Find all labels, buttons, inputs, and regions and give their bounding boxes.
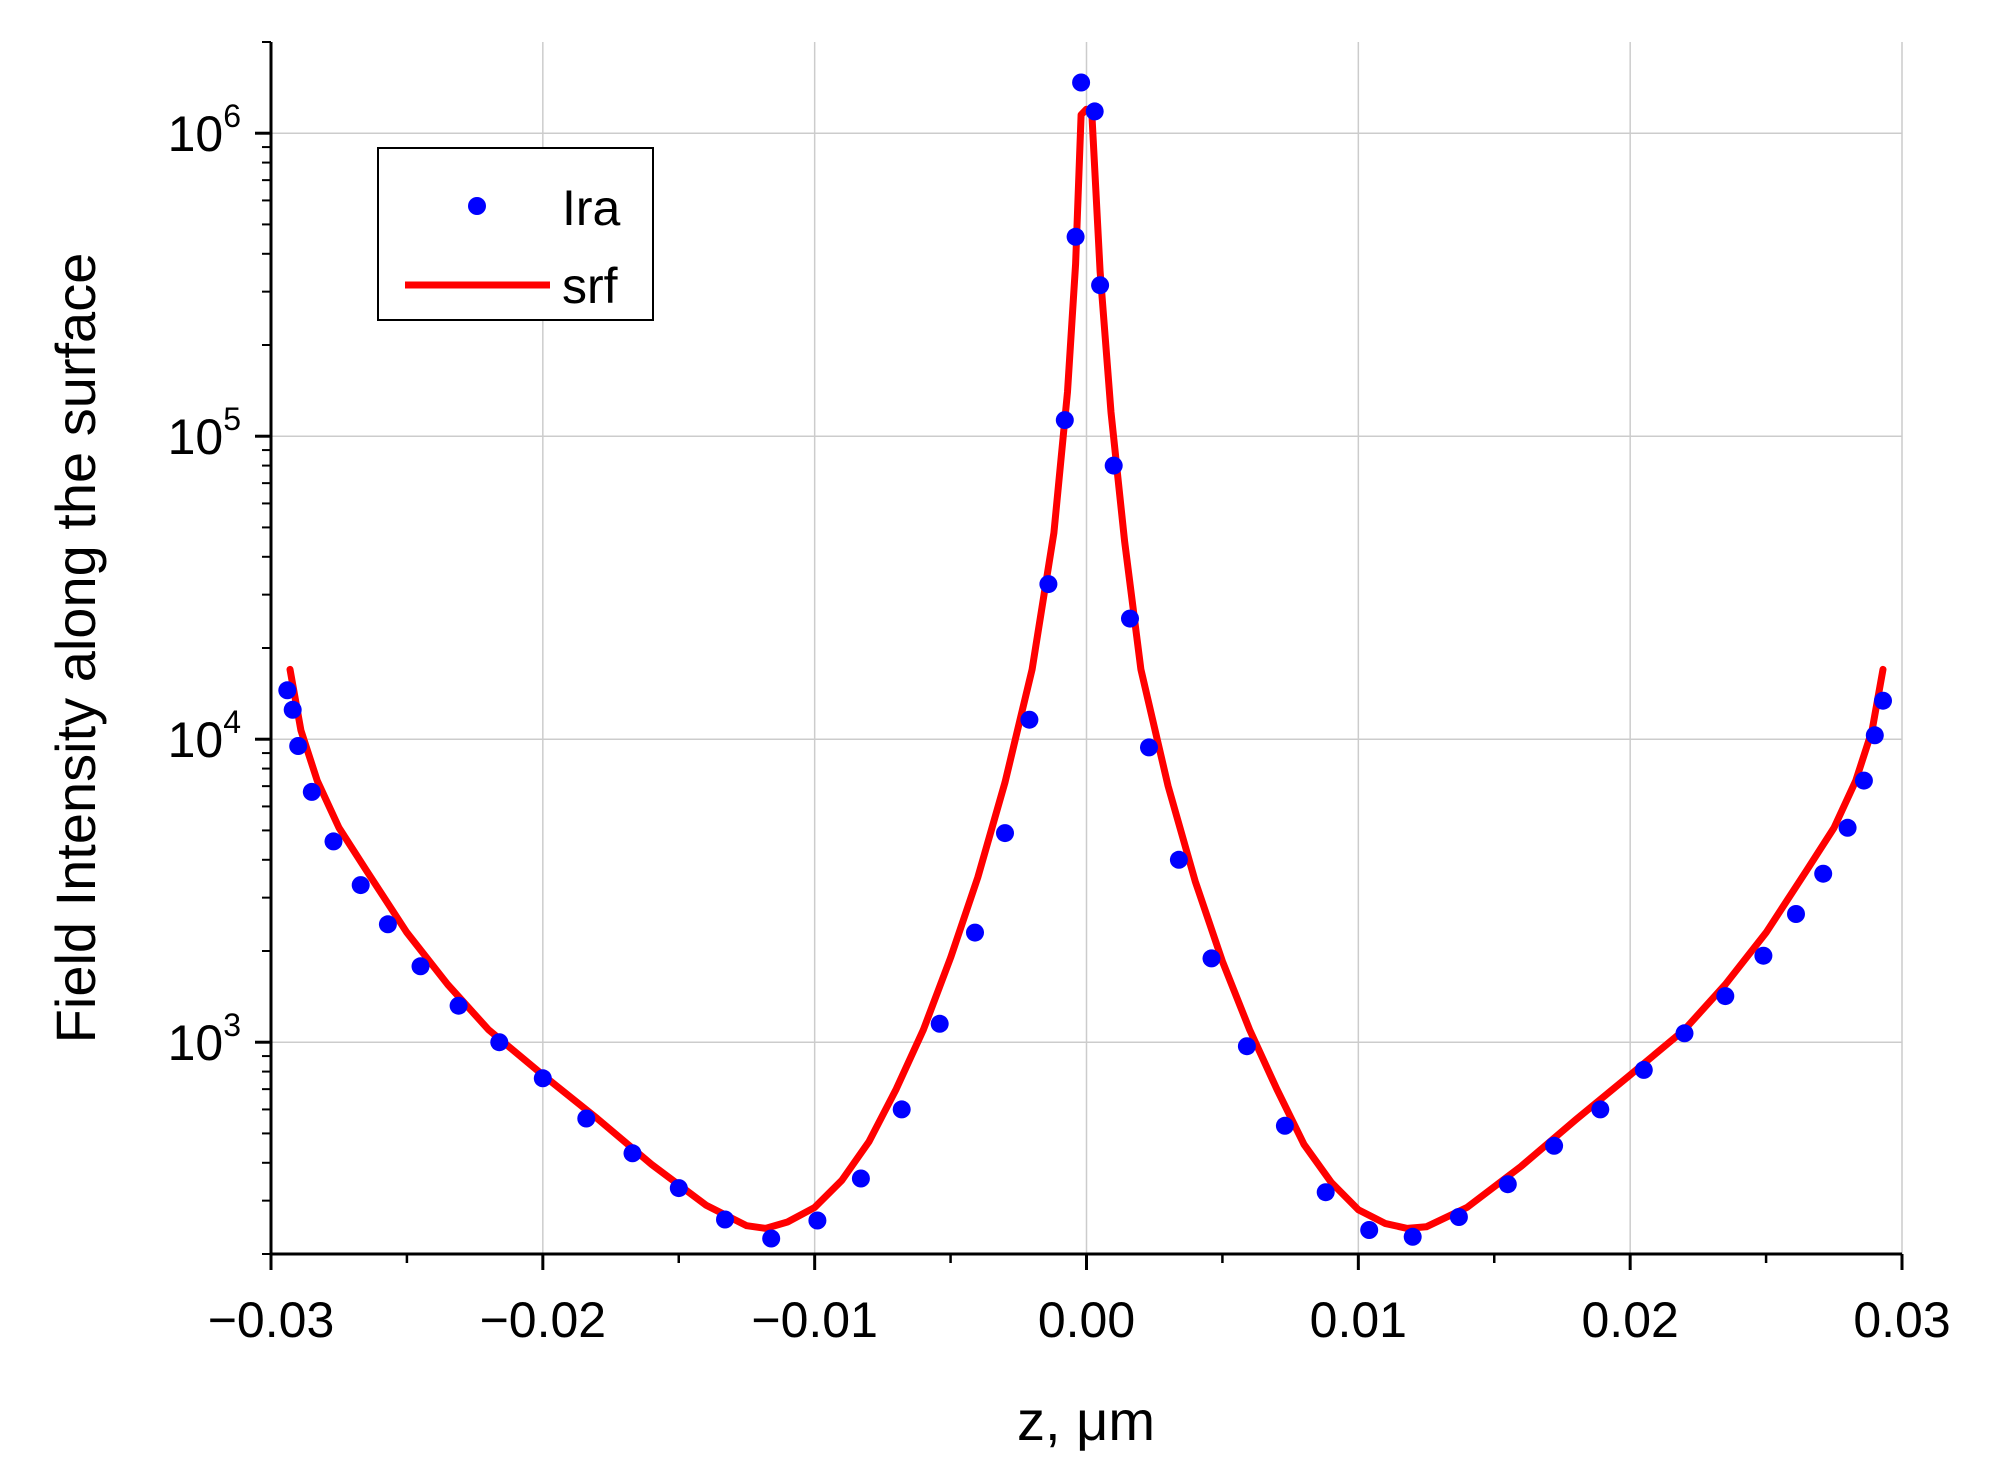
- data-point-ira: [378, 915, 397, 934]
- data-point-ira: [577, 1109, 596, 1128]
- data-point-ira: [1854, 771, 1873, 790]
- x-tick-label: 0.02: [1582, 1292, 1679, 1348]
- y-tick-label: 106: [168, 98, 241, 162]
- data-point-ira: [1020, 710, 1039, 729]
- data-point-ira: [1498, 1175, 1517, 1194]
- data-point-ira: [808, 1211, 827, 1230]
- data-point-ira: [1634, 1060, 1653, 1079]
- data-point-ira: [278, 681, 297, 700]
- data-point-ira: [930, 1014, 949, 1033]
- data-point-ira: [716, 1210, 734, 1229]
- y-tick-exponent: 3: [223, 1007, 241, 1043]
- data-point-ira: [449, 996, 468, 1015]
- y-tick-exponent: 5: [223, 401, 241, 437]
- data-point-ira: [851, 1169, 870, 1188]
- data-point-ira: [966, 923, 984, 942]
- data-point-ira: [996, 824, 1014, 843]
- data-point-ira: [324, 832, 343, 851]
- data-point-ira: [1085, 102, 1104, 121]
- data-point-ira: [1039, 575, 1058, 594]
- data-point-ira: [1275, 1116, 1294, 1135]
- y-tick-label: 104: [168, 704, 241, 768]
- data-point-ira: [1865, 726, 1884, 745]
- x-tick-label: −0.03: [208, 1292, 335, 1348]
- data-point-ira: [623, 1144, 642, 1163]
- data-point-ira: [411, 957, 430, 976]
- y-axis-title: Field Intensity along the surface: [44, 253, 107, 1044]
- y-tick-label: 105: [168, 401, 241, 465]
- y-tick-label: 103: [168, 1007, 241, 1071]
- data-point-ira: [1140, 738, 1158, 757]
- data-point-ira: [1449, 1208, 1468, 1226]
- grid: [271, 42, 1903, 1254]
- data-point-ira: [1104, 456, 1123, 475]
- data-point-ira: [351, 876, 370, 895]
- data-point-ira: [1675, 1024, 1694, 1043]
- series-layer: [278, 73, 1892, 1248]
- data-point-ira: [1066, 227, 1085, 246]
- y-tick-base: 10: [168, 106, 224, 162]
- legend-box: [377, 147, 654, 321]
- data-point-ira: [490, 1033, 509, 1052]
- legend-label-ira: Ira: [562, 180, 621, 236]
- x-tick-label: 0.00: [1038, 1292, 1135, 1348]
- x-tick-label: 0.03: [1853, 1292, 1950, 1348]
- data-point-ira: [1838, 818, 1857, 837]
- data-point-ira: [1787, 905, 1805, 923]
- data-point-ira: [1716, 987, 1735, 1006]
- data-point-ira: [1091, 276, 1110, 295]
- data-point-ira: [302, 782, 321, 801]
- data-point-ira: [1169, 850, 1188, 869]
- y-tick-exponent: 6: [223, 98, 241, 134]
- data-point-ira: [1874, 691, 1892, 710]
- x-tick-label: −0.01: [751, 1292, 878, 1348]
- data-point-ira: [1754, 946, 1773, 965]
- y-tick-base: 10: [168, 712, 224, 768]
- x-tick-layer: −0.03 −0.02 −0.01 0.00 0.01 0.02 0.03: [208, 1254, 1951, 1348]
- data-point-ira: [1202, 949, 1221, 968]
- data-point-ira: [1316, 1183, 1335, 1202]
- data-point-ira: [1814, 864, 1833, 883]
- legend-marker-ira: [468, 197, 486, 215]
- data-point-ira: [1237, 1037, 1256, 1056]
- y-tick-base: 10: [168, 409, 224, 465]
- legend: Ira srf: [377, 147, 654, 321]
- data-point-ira: [892, 1100, 911, 1119]
- x-tick-label: −0.02: [480, 1292, 607, 1348]
- data-point-ira: [669, 1179, 688, 1198]
- data-point-ira: [1403, 1227, 1422, 1246]
- x-tick-label: 0.01: [1310, 1292, 1407, 1348]
- data-point-ira: [762, 1229, 781, 1248]
- data-point-ira: [289, 737, 308, 755]
- data-point-ira: [283, 700, 302, 719]
- data-point-ira: [533, 1069, 552, 1088]
- data-point-ira: [1360, 1221, 1379, 1239]
- data-point-ira: [1121, 609, 1139, 628]
- legend-label-srf: srf: [562, 258, 618, 314]
- data-point-ira: [1072, 73, 1091, 92]
- data-point-ira: [1591, 1100, 1610, 1119]
- y-tick-base: 10: [168, 1015, 224, 1071]
- data-point-ira: [1055, 411, 1074, 430]
- data-point-ira: [1545, 1136, 1564, 1155]
- x-axis-title: z, μm: [1017, 1389, 1155, 1452]
- y-tick-exponent: 4: [223, 704, 241, 740]
